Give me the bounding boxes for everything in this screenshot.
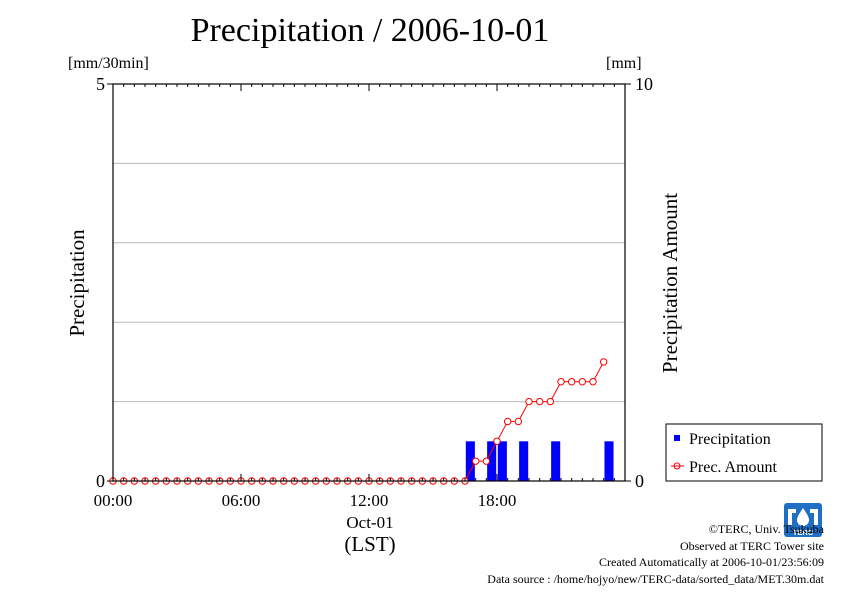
amount-line: [113, 361, 605, 482]
amount-point: [589, 378, 597, 386]
precipitation-bar: [497, 441, 507, 481]
x-tick-label: 18:00: [478, 491, 517, 510]
legend-precipitation-label: Precipitation: [689, 431, 771, 448]
amount-point: [493, 437, 501, 445]
legend-amount-label: Prec. Amount: [689, 459, 778, 476]
amount-line-series: [109, 358, 608, 485]
precipitation-bar: [551, 441, 561, 481]
axis-ticks: 00:00 06:00 12:00 18:00 0 5 0 10: [94, 74, 653, 510]
amount-point: [525, 397, 533, 406]
y-left-label: Precipitation: [65, 229, 89, 337]
amount-point: [535, 397, 544, 406]
amount-point: [557, 378, 565, 386]
credit-source: Data source : /home/hojyo/new/TERC-data/…: [487, 571, 824, 586]
grid-lines: [113, 162, 625, 403]
amount-point: [567, 378, 576, 386]
y-left-tick-label: 5: [96, 74, 105, 94]
x-axis-timezone-label: (LST): [344, 532, 395, 556]
y-right-label: Precipitation Amount: [658, 193, 682, 373]
x-tick-label: 06:00: [222, 491, 261, 510]
legend-circle-marker: [673, 462, 681, 470]
y-left-tick-label: 0: [96, 471, 105, 491]
precipitation-bars: [465, 441, 614, 481]
amount-point: [482, 457, 491, 465]
legend-bar-swatch: [674, 435, 680, 441]
y-right-tick-label: 10: [635, 74, 653, 94]
x-tick-label: 12:00: [350, 491, 389, 510]
logo-text: TERC: [793, 528, 814, 537]
amount-point: [471, 457, 480, 465]
left-axis-unit: [mm/30min]: [68, 55, 149, 72]
plot-frame: [112, 83, 626, 482]
terc-logo: TERC: [784, 503, 822, 537]
legend: Precipitation Prec. Amount: [665, 423, 823, 482]
chart-title: Precipitation / 2006-10-01: [190, 12, 550, 49]
amount-point: [503, 417, 512, 426]
precipitation-bar: [604, 441, 614, 481]
amount-point: [578, 378, 587, 386]
credit-created: Created Automatically at 2006-10-01/23:5…: [599, 555, 824, 569]
precipitation-bar: [519, 441, 529, 481]
credits-block: ©TERC, Univ. Tsukuba Observed at TERC To…: [487, 521, 824, 587]
x-tick-label: 00:00: [94, 491, 133, 510]
x-axis-date-label: Oct-01: [346, 513, 393, 532]
precipitation-bar: [465, 441, 475, 481]
credit-copyright: ©TERC, Univ. Tsukuba: [708, 522, 824, 536]
credit-observed: Observed at TERC Tower site: [679, 538, 824, 553]
right-axis-unit: [mm]: [606, 55, 642, 72]
y-right-tick-label: 0: [635, 471, 644, 491]
amount-point: [546, 397, 555, 406]
precipitation-bar: [487, 441, 497, 481]
amount-point: [514, 417, 523, 426]
amount-point: [599, 358, 608, 366]
